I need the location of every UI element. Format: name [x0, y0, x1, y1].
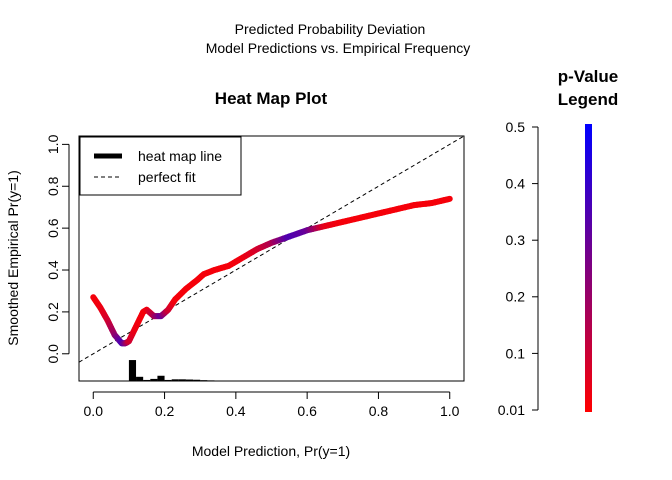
y-tick-label: 0.2 — [45, 302, 61, 322]
heat-map-plot: Heat Map Plot 0.0 0.2 0.4 0.6 0.8 1.0 0.00.20… — [5, 89, 465, 459]
histogram-bar — [157, 375, 165, 381]
y-tick-label: 0.4 — [45, 260, 61, 280]
colorbar-tick-label: 0.4 — [506, 176, 526, 192]
plot-frame — [78, 135, 465, 382]
x-tick-label: 0.4 — [226, 403, 246, 419]
y-tick-label: 1.0 — [45, 134, 61, 154]
y-tick-label: 0.6 — [45, 218, 61, 238]
colorbar-tick-label: 0.3 — [506, 232, 526, 248]
colorbar-ticks: 0.01 0.1 0.2 0.3 0.4 0.5 — [498, 119, 538, 418]
colorbar-tick-label: 0.1 — [506, 345, 526, 361]
colorbar-tick-label: 0.5 — [506, 119, 526, 135]
colorbar-tick-label: 0.01 — [498, 402, 525, 418]
histogram-bar — [185, 379, 194, 381]
histogram-bar — [143, 379, 151, 381]
histogram-bar — [128, 360, 137, 381]
p-value-legend-title-line-2: Legend — [558, 90, 618, 109]
histogram-bar — [136, 376, 144, 381]
heat-map-line-segment — [443, 195, 453, 203]
legend-box — [79, 136, 242, 196]
x-tick-label: 0.2 — [155, 403, 175, 419]
p-value-legend-title-line-1: p-Value — [558, 67, 618, 86]
p-value-colorbar — [585, 124, 592, 412]
y-tick-label: 0.8 — [45, 176, 61, 196]
plot-legend: heat map line perfect fit — [79, 136, 242, 196]
figure-title-line-1: Predicted Probability Deviation — [235, 21, 426, 37]
x-tick-label: 0.0 — [84, 403, 104, 419]
p-value-legend: p-Value Legend 0.01 0.1 0.2 0.3 0.4 0.5 — [498, 67, 618, 418]
perfect-fit-line — [79, 136, 464, 363]
colorbar-tick-label: 0.2 — [506, 289, 526, 305]
x-tick-label: 1.0 — [440, 403, 460, 419]
prediction-histogram — [128, 360, 215, 381]
perfect-fit-path — [79, 136, 464, 363]
histogram-bar — [178, 379, 186, 381]
histogram-bar — [171, 379, 179, 381]
plot-title: Heat Map Plot — [215, 89, 328, 108]
histogram-bar — [193, 379, 201, 381]
y-axis-label: Smoothed Empirical Pr(y=1) — [5, 170, 21, 345]
histogram-bar — [164, 379, 172, 381]
x-axis-label: Model Prediction, Pr(y=1) — [192, 443, 350, 459]
legend-label-perfect-fit: perfect fit — [138, 169, 196, 185]
legend-label-heat-map-line: heat map line — [138, 148, 222, 164]
x-axis: 0.0 0.2 0.4 0.6 0.8 1.0 — [84, 391, 460, 419]
y-axis: 0.0 0.2 0.4 0.6 0.8 1.0 — [45, 134, 70, 364]
figure-title-line-2: Model Predictions vs. Empirical Frequenc… — [206, 40, 471, 56]
heat-map-line — [90, 195, 453, 347]
x-tick-label: 0.6 — [297, 403, 317, 419]
histogram-bar — [150, 378, 158, 381]
y-tick-label: 0.0 — [45, 344, 61, 364]
x-tick-label: 0.8 — [369, 403, 389, 419]
